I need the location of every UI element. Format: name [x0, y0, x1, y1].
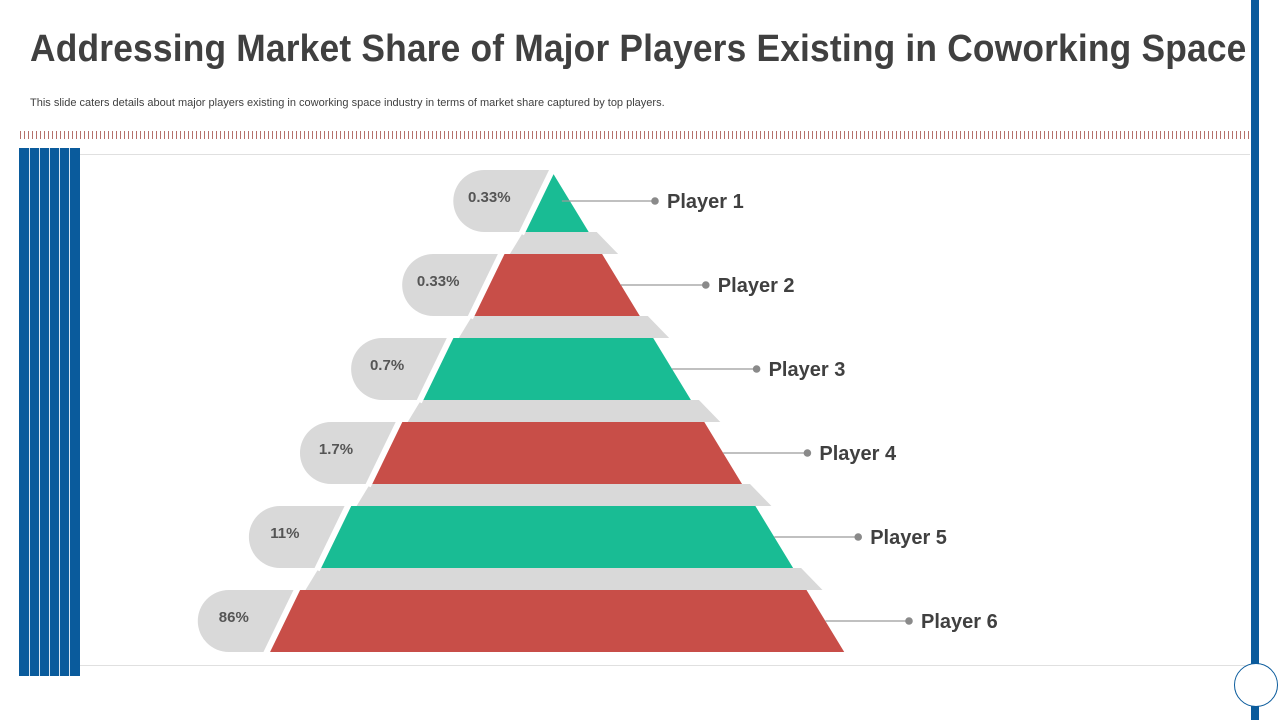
value-label-4: 1.7% [319, 441, 353, 458]
pyramid-tier-3 [411, 338, 691, 400]
pyramid-gap-band-6 [305, 568, 823, 590]
pyramid-level-6: 86% Player 6 [197, 586, 998, 656]
slide-title: Addressing Market Share of Major Players… [30, 28, 1247, 70]
player-label-2: Player 2 [718, 275, 795, 297]
player-label-5: Player 5 [870, 527, 947, 549]
value-label-3: 0.7% [370, 357, 404, 374]
pill-separator-6 [263, 586, 301, 656]
pyramid-level-4: 1.7% Player 4 [299, 418, 897, 488]
pyramid-gap-band-5 [356, 484, 772, 506]
player-label-3: Player 3 [769, 359, 846, 381]
slide-subtitle: This slide caters details about major pl… [30, 97, 665, 109]
pyramid-level-5: 11% Player 5 [248, 502, 947, 572]
value-label-5: 11% [270, 525, 299, 542]
pill-separator-5 [314, 502, 352, 572]
right-accent-bar [1251, 0, 1259, 720]
connector-dot-3 [752, 365, 761, 373]
decorative-hatch-divider [20, 131, 1250, 139]
pyramid-gap-band-3 [458, 316, 670, 338]
pyramid-tier-2 [462, 254, 640, 316]
pyramid-level-3: 0.7% Player 3 [351, 334, 846, 404]
player-label-6: Player 6 [921, 611, 998, 633]
pyramid-gap-band-4 [407, 400, 721, 422]
player-label-4: Player 4 [819, 443, 897, 465]
corner-circle-decoration [1234, 663, 1278, 707]
pill-separator-1 [518, 166, 556, 236]
pyramid-level-1: 0.33% Player 1 [453, 166, 744, 236]
pyramid-tier-5 [308, 506, 794, 568]
pill-separator-4 [365, 418, 403, 488]
pyramid-tier-6 [257, 590, 845, 652]
content-frame-bottom [80, 665, 1250, 666]
pyramid-diagram: 0.33% Player 1 0.33% Player 2 0.7% Player 3 1.… [197, 166, 998, 656]
connector-dot-2 [702, 281, 710, 289]
player-label-1: Player 1 [667, 191, 744, 213]
pyramid-level-2: 0.33% Player 2 [402, 250, 795, 320]
connector-dot-6 [905, 617, 913, 625]
pill-separator-2 [467, 250, 505, 320]
pyramid-gap-band-2 [509, 232, 619, 254]
connector-dot-5 [854, 533, 862, 541]
value-label-6: 86% [219, 609, 249, 626]
connector-dot-1 [651, 197, 659, 205]
value-label-2: 0.33% [417, 273, 460, 290]
content-frame-top [80, 154, 1250, 155]
pill-separator-3 [416, 334, 454, 404]
side-stripe-panel [19, 148, 80, 676]
pyramid-tier-4 [359, 422, 743, 484]
value-label-1: 0.33% [468, 189, 511, 206]
connector-dot-4 [803, 449, 812, 457]
